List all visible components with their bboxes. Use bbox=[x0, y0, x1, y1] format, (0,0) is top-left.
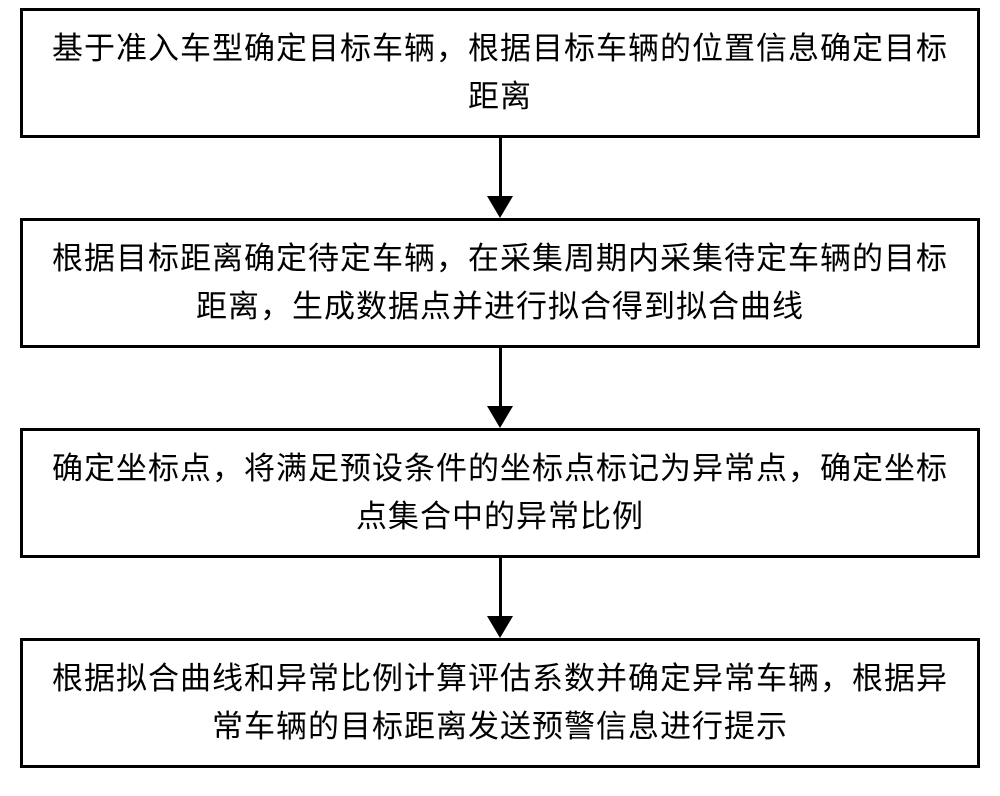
arrow-head-icon bbox=[487, 196, 513, 218]
flow-step-3-text: 确定坐标点，将满足预设条件的坐标点标记为异常点，确定坐标点集合中的异常比例 bbox=[52, 451, 948, 534]
flow-step-2: 根据目标距离确定待定车辆，在采集周期内采集待定车辆的目标距离，生成数据点并进行拟… bbox=[20, 218, 980, 348]
arrow-line-icon bbox=[499, 348, 502, 406]
arrow-2 bbox=[487, 348, 513, 428]
flow-step-1: 基于准入车型确定目标车辆，根据目标车辆的位置信息确定目标距离 bbox=[20, 8, 980, 138]
arrow-line-icon bbox=[499, 138, 502, 196]
flow-step-4-text: 根据拟合曲线和异常比例计算评估系数并确定异常车辆，根据异常车辆的目标距离发送预警… bbox=[52, 661, 948, 744]
flowchart: 基于准入车型确定目标车辆，根据目标车辆的位置信息确定目标距离 根据目标距离确定待… bbox=[20, 8, 980, 768]
arrow-line-icon bbox=[499, 558, 502, 616]
arrow-1 bbox=[487, 138, 513, 218]
flow-step-1-text: 基于准入车型确定目标车辆，根据目标车辆的位置信息确定目标距离 bbox=[52, 31, 948, 114]
flow-step-2-text: 根据目标距离确定待定车辆，在采集周期内采集待定车辆的目标距离，生成数据点并进行拟… bbox=[52, 241, 948, 324]
arrow-3 bbox=[487, 558, 513, 638]
arrow-head-icon bbox=[487, 406, 513, 428]
arrow-head-icon bbox=[487, 616, 513, 638]
flow-step-4: 根据拟合曲线和异常比例计算评估系数并确定异常车辆，根据异常车辆的目标距离发送预警… bbox=[20, 638, 980, 768]
flow-step-3: 确定坐标点，将满足预设条件的坐标点标记为异常点，确定坐标点集合中的异常比例 bbox=[20, 428, 980, 558]
